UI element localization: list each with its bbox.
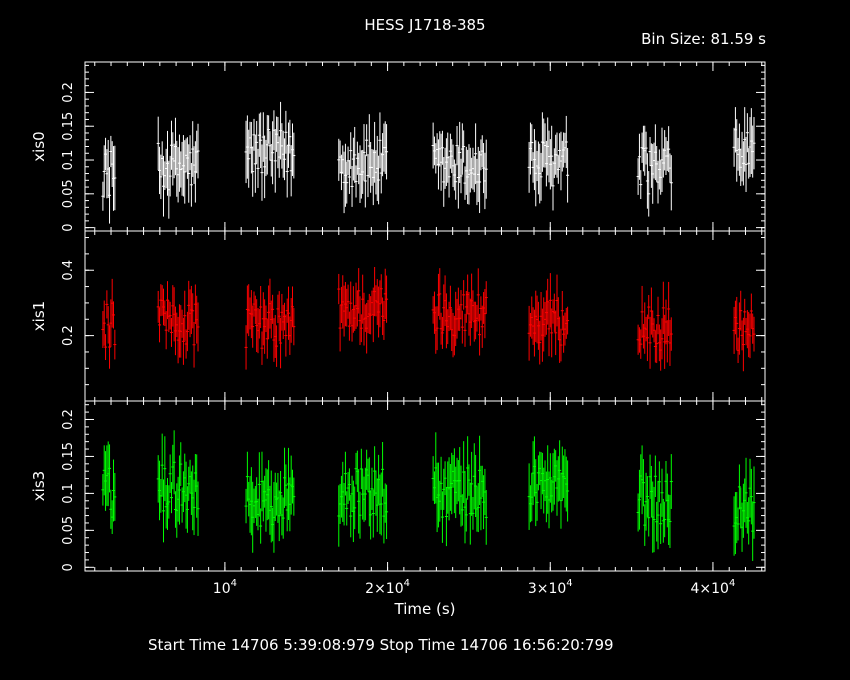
y-tick-label: 0.15 [61, 112, 76, 141]
y-tick-label: 0.2 [61, 325, 76, 346]
panel-xis3: 0 0.05 0.1 0.15 0.2 xis3 [30, 400, 766, 572]
y-tick-label: 0.2 [61, 409, 76, 430]
y-tick-label: 0.05 [61, 516, 76, 545]
time-range-footer: Start Time 14706 5:39:08:979 Stop Time 1… [148, 636, 614, 654]
y-tick-label: 0.15 [61, 442, 76, 471]
y-tick-label: 0 [61, 563, 76, 571]
y-tick-label: 0.05 [61, 179, 76, 208]
series-xis3 [101, 430, 756, 561]
series-xis0 [101, 101, 756, 224]
y-tick-label: 0 [61, 223, 76, 231]
x-tick-label: 3×104 [528, 578, 573, 597]
y-tick-label: 0.2 [61, 82, 76, 103]
panel-frame [84, 400, 766, 572]
panel-xis1: 0.2 0.4 xis1 [30, 230, 766, 402]
y-tick-label: 0.1 [61, 483, 76, 504]
y-axis-label: xis3 [30, 471, 48, 501]
x-tick-label: 4×104 [691, 578, 736, 597]
x-tick-label: 104 [213, 578, 237, 597]
series-xis1 [101, 266, 756, 372]
chart-title: HESS J1718-385 [364, 16, 486, 34]
y-axis-label: xis1 [30, 301, 48, 331]
y-tick-label: 0.4 [61, 260, 76, 281]
bin-size-label: Bin Size: 81.59 s [641, 30, 766, 48]
y-tick-label: 0.1 [61, 150, 76, 171]
y-axis-label: xis0 [30, 131, 48, 161]
x-tick-label: 2×104 [365, 578, 410, 597]
panel-xis0: 0 0.05 0.1 0.15 0.2 xis0 [30, 61, 766, 232]
x-axis-label: Time (s) [394, 600, 456, 618]
